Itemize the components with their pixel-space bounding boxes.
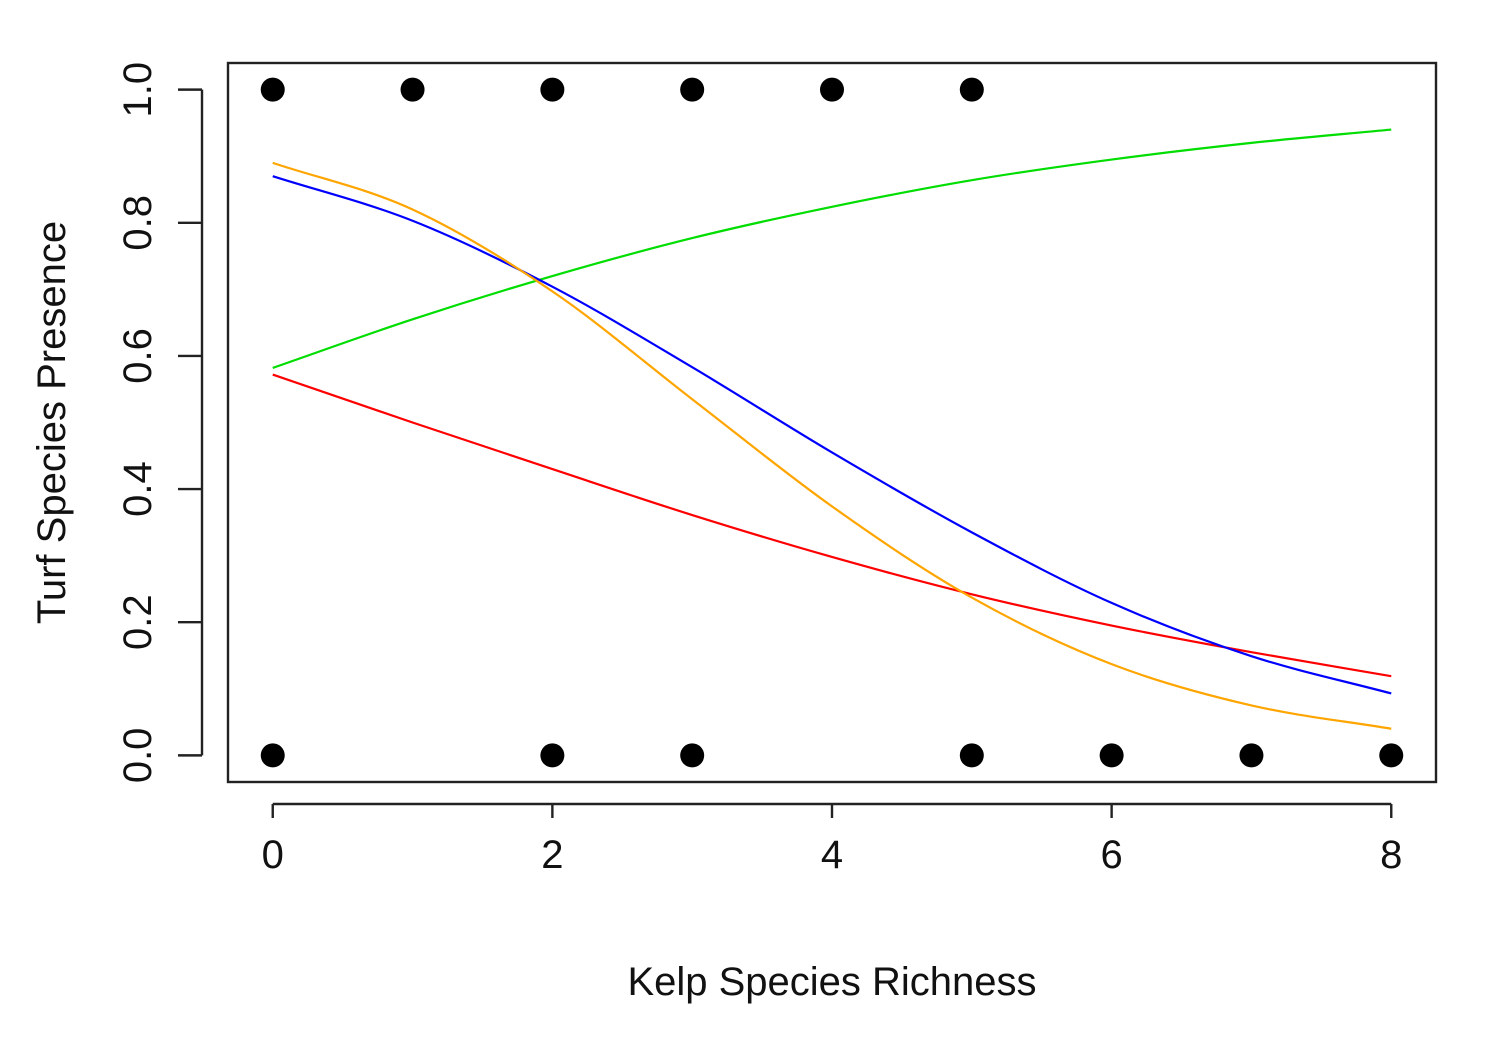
data-point: [820, 77, 844, 102]
points-layer: [260, 77, 1404, 768]
series-line-1: [272, 128, 1392, 369]
data-point: [540, 743, 565, 768]
y-tick-label: 0.8: [116, 195, 160, 251]
data-point: [540, 77, 565, 102]
data-point: [1239, 743, 1264, 768]
data-point: [400, 77, 425, 102]
series-line-4: [272, 161, 1392, 730]
x-tick-label: 0: [262, 833, 284, 877]
series-line-3: [272, 175, 1392, 695]
y-tick-label: 0.2: [116, 594, 160, 650]
x-tick-label: 6: [1101, 833, 1123, 877]
axes-layer: 0 2 4 6 8 0.0 0.2 0.4 0.6 0.8 1.0: [116, 62, 1402, 877]
x-tick-label: 8: [1380, 833, 1402, 877]
data-point: [260, 743, 285, 768]
data-point: [959, 743, 984, 768]
data-point: [680, 77, 705, 102]
y-tick-label: 1.0: [116, 62, 160, 118]
data-point: [680, 743, 705, 768]
x-tick-label: 4: [821, 833, 843, 877]
y-axis-label: Turf Species Presence: [30, 221, 74, 624]
plot-frame: [226, 61, 1438, 784]
series-layer: [272, 128, 1392, 730]
y-tick-label: 0.0: [116, 728, 160, 784]
y-tick-label: 0.6: [116, 328, 160, 384]
x-axis-label: Kelp Species Richness: [627, 960, 1036, 1004]
data-point: [1099, 743, 1124, 768]
data-point: [260, 77, 285, 102]
series-line-2: [272, 373, 1392, 678]
x-tick-label: 2: [541, 833, 563, 877]
data-point: [1379, 743, 1404, 768]
y-tick-label: 0.4: [116, 461, 160, 517]
data-point: [959, 77, 984, 102]
